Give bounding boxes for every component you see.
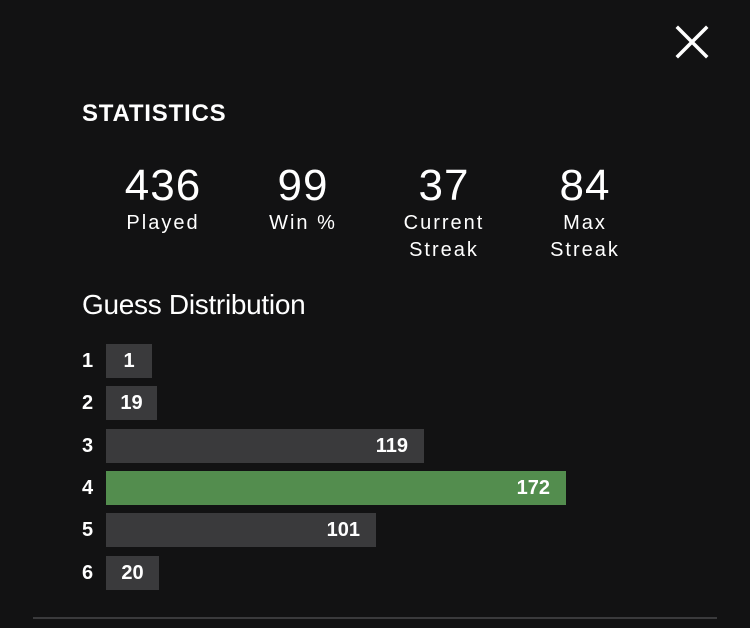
stat-label: Max Streak (550, 212, 620, 261)
divider (33, 617, 717, 619)
stat-value: 84 (559, 161, 611, 210)
bar-count: 1 (123, 349, 135, 372)
close-icon (675, 25, 709, 59)
guess-number: 6 (82, 562, 94, 584)
distribution-row-3: 3 119 (82, 429, 424, 463)
distribution-bar: 19 (106, 386, 157, 420)
guess-number: 4 (82, 477, 94, 499)
stat-max-streak: 84 Max Streak (510, 162, 660, 264)
statistics-heading: STATISTICS (82, 100, 227, 127)
stat-win-percent: 99 Win % (228, 162, 378, 237)
guess-number: 2 (82, 392, 94, 414)
distribution-row-6: 6 20 (82, 556, 159, 590)
bar-count: 20 (121, 561, 144, 584)
distribution-bar: 1 (106, 344, 152, 378)
distribution-row-5: 5 101 (82, 513, 376, 547)
distribution-bar: 101 (106, 513, 376, 547)
stat-played: 436 Played (88, 162, 238, 237)
distribution-row-4: 4 172 (82, 471, 566, 505)
distribution-row-1: 1 1 (82, 344, 152, 378)
distribution-bar: 119 (106, 429, 424, 463)
guess-number: 3 (82, 435, 94, 457)
bar-count: 119 (375, 434, 408, 457)
stat-current-streak: 37 Current Streak (369, 162, 519, 264)
guess-number: 1 (82, 350, 94, 372)
distribution-bar: 20 (106, 556, 159, 590)
bar-count: 19 (120, 391, 143, 414)
stat-label: Win % (269, 212, 337, 234)
stat-value: 436 (124, 161, 202, 210)
distribution-bar: 172 (106, 471, 566, 505)
stat-value: 99 (277, 161, 329, 210)
distribution-row-2: 2 19 (82, 386, 157, 420)
guess-distribution-title: Guess Distribution (82, 289, 306, 320)
stat-label: Current Streak (403, 212, 485, 261)
stat-label: Played (126, 212, 200, 234)
guess-number: 5 (82, 519, 94, 541)
bar-count: 101 (326, 518, 360, 541)
close-button[interactable] (670, 20, 714, 64)
stat-value: 37 (418, 161, 470, 210)
bar-count: 172 (516, 476, 550, 499)
